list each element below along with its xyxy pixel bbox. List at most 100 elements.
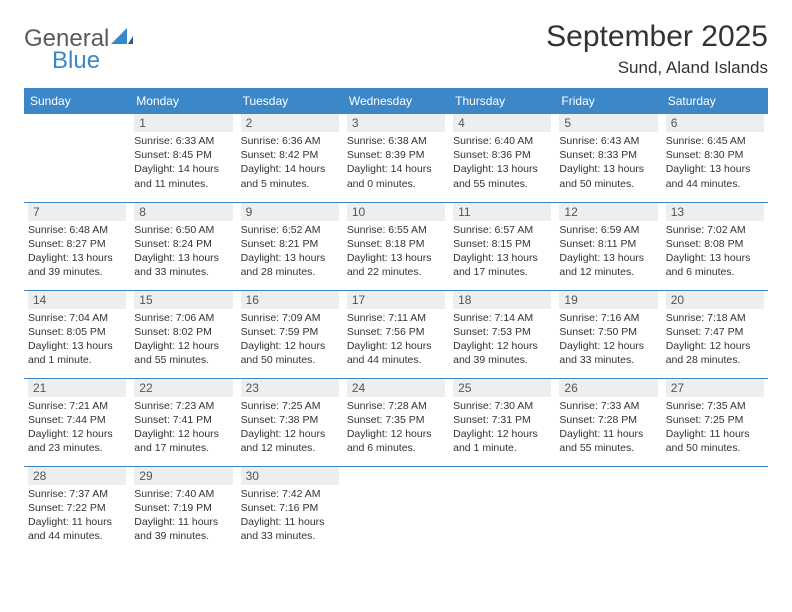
day-info: Sunrise: 6:59 AMSunset: 8:11 PMDaylight:… (559, 223, 657, 280)
daylight-line: Daylight: 13 hours and 50 minutes. (559, 162, 657, 190)
sunrise-line: Sunrise: 6:43 AM (559, 134, 657, 148)
day-number: 2 (241, 114, 339, 132)
daylight-line: Daylight: 13 hours and 17 minutes. (453, 251, 551, 279)
sunset-line: Sunset: 8:39 PM (347, 148, 445, 162)
sunrise-line: Sunrise: 6:36 AM (241, 134, 339, 148)
sunrise-line: Sunrise: 6:52 AM (241, 223, 339, 237)
daylight-line: Daylight: 12 hours and 17 minutes. (134, 427, 232, 455)
sunset-line: Sunset: 8:45 PM (134, 148, 232, 162)
calendar-table: SundayMondayTuesdayWednesdayThursdayFrid… (24, 88, 768, 554)
calendar-day-cell: 12Sunrise: 6:59 AMSunset: 8:11 PMDayligh… (555, 202, 661, 290)
daylight-line: Daylight: 13 hours and 33 minutes. (134, 251, 232, 279)
weekday-header: Saturday (662, 88, 768, 114)
calendar-week-row: 28Sunrise: 7:37 AMSunset: 7:22 PMDayligh… (24, 466, 768, 554)
daylight-line: Daylight: 12 hours and 28 minutes. (666, 339, 764, 367)
sunrise-line: Sunrise: 7:21 AM (28, 399, 126, 413)
weekday-header: Tuesday (237, 88, 343, 114)
day-number: 29 (134, 467, 232, 485)
sunset-line: Sunset: 7:41 PM (134, 413, 232, 427)
day-number: 21 (28, 379, 126, 397)
sunrise-line: Sunrise: 6:55 AM (347, 223, 445, 237)
calendar-day-cell: 5Sunrise: 6:43 AMSunset: 8:33 PMDaylight… (555, 114, 661, 202)
daylight-line: Daylight: 14 hours and 5 minutes. (241, 162, 339, 190)
calendar-page: General Blue September 2025 Sund, Aland … (0, 0, 792, 574)
sunset-line: Sunset: 7:35 PM (347, 413, 445, 427)
calendar-day-cell: 19Sunrise: 7:16 AMSunset: 7:50 PMDayligh… (555, 290, 661, 378)
day-info: Sunrise: 7:09 AMSunset: 7:59 PMDaylight:… (241, 311, 339, 368)
weekday-header: Friday (555, 88, 661, 114)
sunrise-line: Sunrise: 7:11 AM (347, 311, 445, 325)
sail-icon (111, 26, 133, 51)
day-info: Sunrise: 6:40 AMSunset: 8:36 PMDaylight:… (453, 134, 551, 191)
calendar-week-row: 21Sunrise: 7:21 AMSunset: 7:44 PMDayligh… (24, 378, 768, 466)
day-info: Sunrise: 6:33 AMSunset: 8:45 PMDaylight:… (134, 134, 232, 191)
daylight-line: Daylight: 12 hours and 12 minutes. (241, 427, 339, 455)
sunset-line: Sunset: 7:44 PM (28, 413, 126, 427)
sunrise-line: Sunrise: 6:45 AM (666, 134, 764, 148)
sunrise-line: Sunrise: 7:42 AM (241, 487, 339, 501)
weekday-header: Sunday (24, 88, 130, 114)
sunset-line: Sunset: 7:38 PM (241, 413, 339, 427)
calendar-day-cell: 23 Sunrise: 7:25 AMSunset: 7:38 PMDayligh… (237, 378, 343, 466)
calendar-week-row: 14Sunrise: 7:04 AMSunset: 8:05 PMDayligh… (24, 290, 768, 378)
day-number: 23 (241, 379, 339, 397)
daylight-line: Daylight: 13 hours and 28 minutes. (241, 251, 339, 279)
sunset-line: Sunset: 8:30 PM (666, 148, 764, 162)
day-info: Sunrise: 7:04 AMSunset: 8:05 PMDaylight:… (28, 311, 126, 368)
sunrise-line: Sunrise: 6:59 AM (559, 223, 657, 237)
day-number: 13 (666, 203, 764, 221)
daylight-line: Daylight: 11 hours and 50 minutes. (666, 427, 764, 455)
day-info: Sunrise: 7:40 AMSunset: 7:19 PMDaylight:… (134, 487, 232, 544)
day-info: Sunrise: 7:33 AMSunset: 7:28 PMDaylight:… (559, 399, 657, 456)
daylight-line: Daylight: 11 hours and 39 minutes. (134, 515, 232, 543)
sunset-line: Sunset: 7:25 PM (666, 413, 764, 427)
sunrise-line: Sunrise: 7:40 AM (134, 487, 232, 501)
day-info: Sunrise: 7:37 AMSunset: 7:22 PMDaylight:… (28, 487, 126, 544)
sunset-line: Sunset: 7:56 PM (347, 325, 445, 339)
day-info: Sunrise: 7:25 AMSunset: 7:38 PMDaylight:… (241, 399, 339, 456)
sunrise-line: Sunrise: 6:38 AM (347, 134, 445, 148)
daylight-line: Daylight: 13 hours and 12 minutes. (559, 251, 657, 279)
sunrise-line: Sunrise: 7:23 AM (134, 399, 232, 413)
day-info: Sunrise: 6:38 AMSunset: 8:39 PMDaylight:… (347, 134, 445, 191)
calendar-day-cell: 7Sunrise: 6:48 AMSunset: 8:27 PMDaylight… (24, 202, 130, 290)
calendar-day-cell: 2Sunrise: 6:36 AMSunset: 8:42 PMDaylight… (237, 114, 343, 202)
day-info: Sunrise: 7:18 AMSunset: 7:47 PMDaylight:… (666, 311, 764, 368)
sunset-line: Sunset: 7:22 PM (28, 501, 126, 515)
day-info: Sunrise: 6:48 AMSunset: 8:27 PMDaylight:… (28, 223, 126, 280)
sunrise-line: Sunrise: 7:16 AM (559, 311, 657, 325)
calendar-empty-cell (449, 466, 555, 554)
weekday-header: Wednesday (343, 88, 449, 114)
calendar-day-cell: 21 Sunrise: 7:21 AMSunset: 7:44 PMDayligh… (24, 378, 130, 466)
logo-text-block: General Blue (24, 26, 133, 73)
sunset-line: Sunset: 7:59 PM (241, 325, 339, 339)
day-info: Sunrise: 7:42 AMSunset: 7:16 PMDaylight:… (241, 487, 339, 544)
daylight-line: Daylight: 14 hours and 11 minutes. (134, 162, 232, 190)
calendar-day-cell: 20Sunrise: 7:18 AMSunset: 7:47 PMDayligh… (662, 290, 768, 378)
day-number: 8 (134, 203, 232, 221)
sunset-line: Sunset: 7:47 PM (666, 325, 764, 339)
day-number: 24 (347, 379, 445, 397)
daylight-line: Daylight: 12 hours and 39 minutes. (453, 339, 551, 367)
sunset-line: Sunset: 7:31 PM (453, 413, 551, 427)
header: General Blue September 2025 Sund, Aland … (24, 20, 768, 78)
daylight-line: Daylight: 12 hours and 23 minutes. (28, 427, 126, 455)
daylight-line: Daylight: 13 hours and 22 minutes. (347, 251, 445, 279)
sunrise-line: Sunrise: 7:02 AM (666, 223, 764, 237)
sunset-line: Sunset: 8:36 PM (453, 148, 551, 162)
day-number: 16 (241, 291, 339, 309)
daylight-line: Daylight: 13 hours and 44 minutes. (666, 162, 764, 190)
day-number: 26 (559, 379, 657, 397)
day-info: Sunrise: 7:28 AMSunset: 7:35 PMDaylight:… (347, 399, 445, 456)
sunset-line: Sunset: 8:18 PM (347, 237, 445, 251)
sunrise-line: Sunrise: 6:33 AM (134, 134, 232, 148)
calendar-day-cell: 11Sunrise: 6:57 AMSunset: 8:15 PMDayligh… (449, 202, 555, 290)
day-info: Sunrise: 6:45 AMSunset: 8:30 PMDaylight:… (666, 134, 764, 191)
day-info: Sunrise: 7:06 AMSunset: 8:02 PMDaylight:… (134, 311, 232, 368)
location: Sund, Aland Islands (546, 58, 768, 78)
sunrise-line: Sunrise: 6:57 AM (453, 223, 551, 237)
sunrise-line: Sunrise: 6:48 AM (28, 223, 126, 237)
sunset-line: Sunset: 8:24 PM (134, 237, 232, 251)
day-info: Sunrise: 7:11 AMSunset: 7:56 PMDaylight:… (347, 311, 445, 368)
calendar-day-cell: 9Sunrise: 6:52 AMSunset: 8:21 PMDaylight… (237, 202, 343, 290)
